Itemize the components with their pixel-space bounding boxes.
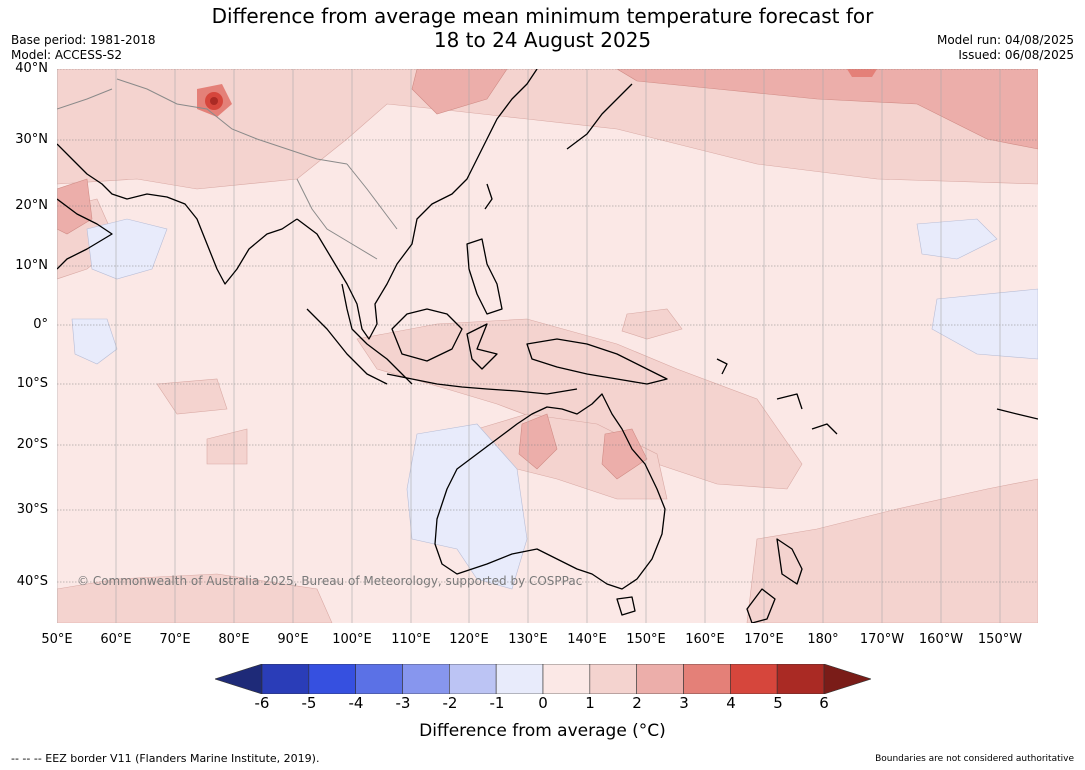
lon-label: 180° <box>807 632 839 647</box>
meta-left: Base period: 1981-2018 Model: ACCESS-S2 <box>11 33 156 63</box>
lat-label: 30°S <box>16 502 48 517</box>
colorbar-tick-label: 5 <box>773 694 783 712</box>
colorbar-segment <box>589 664 637 694</box>
colorbar-tick-label: 0 <box>538 694 548 712</box>
colorbar <box>215 664 871 694</box>
boundaries-disclaimer: Boundaries are not considered authoritat… <box>875 754 1074 764</box>
lon-label: 150°W <box>977 632 1023 647</box>
lat-label: 0° <box>33 317 48 332</box>
colorbar-tick-label: -2 <box>442 694 458 712</box>
lon-label: 100°E <box>332 632 372 647</box>
colorbar-tick-label: 4 <box>726 694 736 712</box>
lat-label: 20°S <box>16 437 48 452</box>
colorbar-segment <box>683 664 731 694</box>
colorbar-tick-label: -3 <box>395 694 411 712</box>
lon-label: 160°W <box>918 632 964 647</box>
model-name: Model: ACCESS-S2 <box>11 48 123 62</box>
lon-label: 170°E <box>744 632 784 647</box>
eez-legend-note: -- -- -- EEZ border V11 (Flanders Marine… <box>11 752 320 765</box>
field-neg-1-to-0 <box>71 218 1038 590</box>
field-2-to-3 <box>57 69 1038 480</box>
colorbar-tick-label: 6 <box>819 694 829 712</box>
field-1-to-2 <box>57 69 1038 623</box>
model-run: Model run: 04/08/2025 <box>936 33 1074 47</box>
colorbar-segment <box>308 664 356 694</box>
colorbar-segment <box>261 664 310 694</box>
meta-right: Model run: 04/08/2025 Issued: 06/08/2025 <box>937 33 1074 63</box>
colorbar-tick-label: -4 <box>348 694 364 712</box>
colorbar-title: Difference from average (°C) <box>419 721 666 741</box>
colorbar-segment <box>402 664 450 694</box>
lat-label: 10°S <box>16 376 48 391</box>
colorbar-segment <box>730 664 778 694</box>
field-5-to-6 <box>210 97 218 105</box>
issued-date: Issued: 06/08/2025 <box>958 48 1074 62</box>
map-panel <box>57 69 1038 623</box>
colorbar-tick-label: 1 <box>585 694 595 712</box>
title-line-2: 18 to 24 August 2025 <box>433 28 652 52</box>
colorbar-tick-label: -1 <box>489 694 505 712</box>
lat-label: 40°N <box>15 61 48 76</box>
colorbar-segment <box>776 664 825 694</box>
lon-label: 140°E <box>567 632 607 647</box>
anomaly-map <box>57 69 1038 623</box>
lon-label: 120°E <box>449 632 489 647</box>
colorbar-cap-low <box>215 664 263 694</box>
title-line-1: Difference from average mean minimum tem… <box>211 4 874 28</box>
coastlines <box>57 69 1038 623</box>
colorbar-segment <box>542 664 591 694</box>
colorbar-segment <box>355 664 403 694</box>
lat-label: 10°N <box>15 258 48 273</box>
lon-label: 130°E <box>508 632 548 647</box>
lon-label: 90°E <box>277 632 309 647</box>
lon-label: 80°E <box>218 632 250 647</box>
colorbar-tick-label: -6 <box>254 694 270 712</box>
colorbar-tick-label: 3 <box>679 694 689 712</box>
colorbar-segment <box>495 664 544 694</box>
lat-label: 30°N <box>15 132 48 147</box>
copyright-notice: © Commonwealth of Australia 2025, Bureau… <box>77 574 583 588</box>
lat-label: 40°S <box>16 574 48 589</box>
lon-label: 160°E <box>685 632 725 647</box>
lon-label: 50°E <box>41 632 73 647</box>
colorbar-tick-label: 2 <box>632 694 642 712</box>
lon-label: 110°E <box>391 632 431 647</box>
lat-label: 20°N <box>15 198 48 213</box>
colorbar-tick-label: -5 <box>301 694 317 712</box>
lon-label: 70°E <box>159 632 191 647</box>
colorbar-segment <box>636 664 684 694</box>
lon-label: 170°W <box>859 632 905 647</box>
map-title: Difference from average mean minimum tem… <box>0 4 1085 52</box>
country-borders <box>57 78 398 260</box>
lon-label: 150°E <box>626 632 666 647</box>
lon-label: 60°E <box>100 632 132 647</box>
base-period: Base period: 1981-2018 <box>11 33 156 47</box>
colorbar-cap-high <box>823 664 871 694</box>
colorbar-segment <box>449 664 497 694</box>
